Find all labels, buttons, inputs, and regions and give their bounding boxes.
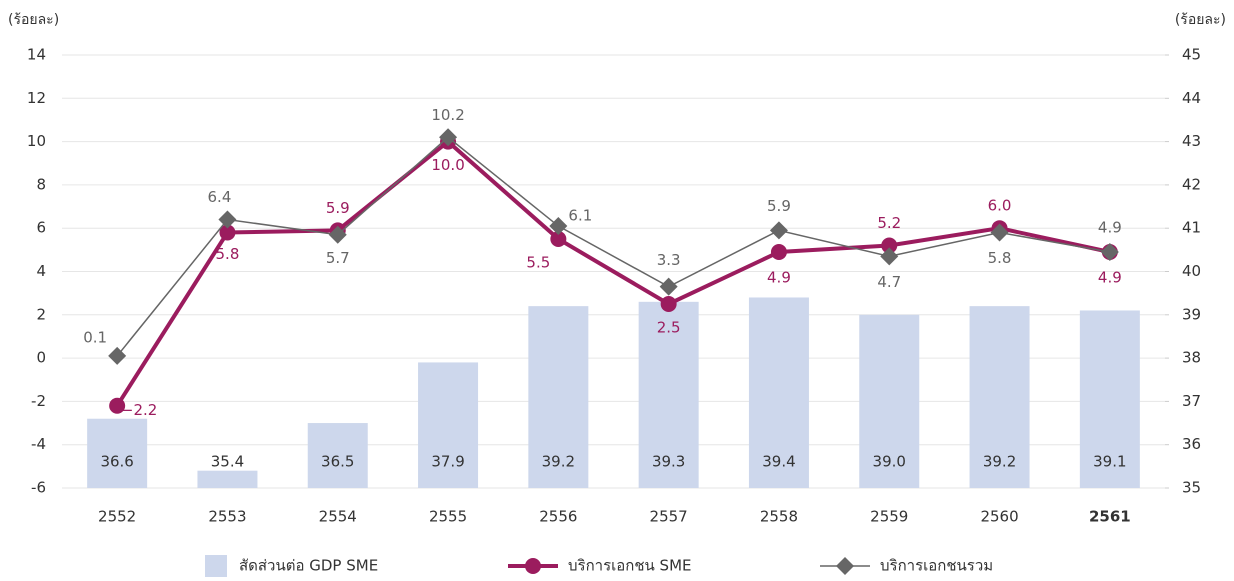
bar-value-label: 39.0 bbox=[873, 453, 906, 471]
line-marker bbox=[770, 244, 787, 261]
line-marker bbox=[108, 346, 127, 365]
y-tick-label: -2 bbox=[31, 392, 46, 410]
bar-value-label: 39.3 bbox=[652, 453, 685, 471]
bar-value-label: 36.6 bbox=[100, 453, 133, 471]
line-marker bbox=[660, 295, 677, 312]
line-value-label: 6.4 bbox=[208, 188, 232, 206]
line-marker bbox=[219, 224, 236, 241]
line bbox=[116, 136, 1110, 357]
y-tick-label: 8 bbox=[36, 175, 46, 193]
y-tick-label: 2 bbox=[36, 305, 46, 323]
y2-tick-label: 35 bbox=[1182, 479, 1201, 497]
bar bbox=[1079, 310, 1140, 488]
bar-value-label: 35.4 bbox=[211, 453, 244, 471]
x-tick-label: 2556 bbox=[539, 508, 577, 526]
legend-label: สัดส่วนต่อ GDP SME bbox=[239, 557, 378, 575]
line-value-label: 5.7 bbox=[326, 249, 350, 267]
y-tick-label: 14 bbox=[27, 46, 46, 64]
y2-tick-label: 39 bbox=[1182, 305, 1201, 323]
line-marker bbox=[881, 237, 898, 254]
bar-value-label: 36.5 bbox=[321, 453, 354, 471]
line-marker bbox=[990, 223, 1009, 242]
bar bbox=[969, 306, 1030, 488]
line-value-label: 6.0 bbox=[988, 197, 1012, 215]
line-marker bbox=[218, 210, 237, 229]
y2-tick-label: 36 bbox=[1182, 435, 1201, 453]
y2-tick-label: 38 bbox=[1182, 349, 1201, 367]
line-value-label: 0.1 bbox=[83, 328, 107, 346]
x-tick-label: 2552 bbox=[98, 508, 136, 526]
bar-value-label: 39.4 bbox=[762, 453, 795, 471]
legend-marker bbox=[836, 557, 854, 575]
line-value-label: 10.2 bbox=[431, 106, 464, 124]
y2-tick-label: 44 bbox=[1182, 89, 1201, 107]
line-value-label: 5.5 bbox=[526, 254, 550, 272]
y2-tick-label: 37 bbox=[1182, 392, 1201, 410]
legend-marker bbox=[525, 558, 541, 574]
y2-tick-label: 45 bbox=[1182, 46, 1201, 64]
line-value-label: 4.9 bbox=[1098, 269, 1122, 287]
line-marker bbox=[659, 277, 678, 296]
line-value-label: 5.8 bbox=[216, 245, 240, 263]
line-marker bbox=[109, 397, 126, 414]
x-tick-label: 2560 bbox=[980, 508, 1018, 526]
bar-value-label: 39.2 bbox=[542, 453, 575, 471]
x-tick-label: 2554 bbox=[319, 508, 357, 526]
y-tick-label: 10 bbox=[27, 132, 46, 150]
bar bbox=[748, 297, 809, 488]
line-marker bbox=[1100, 243, 1119, 262]
line-value-label: 4.9 bbox=[767, 269, 791, 287]
bar bbox=[197, 470, 258, 488]
bar-value-label: 39.1 bbox=[1093, 453, 1126, 471]
y2-axis-label: (ร้อยละ) bbox=[1175, 12, 1226, 28]
line-marker bbox=[328, 225, 347, 244]
line-marker bbox=[549, 217, 568, 236]
line-value-label: 3.3 bbox=[657, 251, 681, 269]
line-value-label: 4.7 bbox=[877, 273, 901, 291]
line-marker bbox=[880, 247, 899, 266]
y-axis-label: (ร้อยละ) bbox=[8, 12, 59, 28]
bar-value-label: 37.9 bbox=[431, 453, 464, 471]
legend-label: บริการเอกชน SME bbox=[568, 557, 692, 575]
x-tick-label: 2561 bbox=[1089, 508, 1131, 526]
x-tick-label: 2559 bbox=[870, 508, 908, 526]
y2-tick-label: 41 bbox=[1182, 219, 1201, 237]
y-tick-label: 4 bbox=[36, 262, 46, 280]
line-value-label: 10.0 bbox=[431, 156, 464, 174]
y2-tick-label: 43 bbox=[1182, 132, 1201, 150]
line-value-label: −2.2 bbox=[121, 401, 157, 419]
bar bbox=[528, 306, 589, 488]
y-tick-label: 6 bbox=[36, 219, 46, 237]
legend-label: บริการเอกชนรวม bbox=[880, 557, 993, 575]
bar bbox=[638, 301, 699, 488]
line bbox=[115, 138, 1111, 407]
x-tick-label: 2555 bbox=[429, 508, 467, 526]
line-value-label: 5.8 bbox=[988, 249, 1012, 267]
line-value-label: 5.9 bbox=[767, 197, 791, 215]
x-tick-label: 2553 bbox=[208, 508, 246, 526]
bar-value-label: 39.2 bbox=[983, 453, 1016, 471]
line-value-label: 5.9 bbox=[326, 199, 350, 217]
bar bbox=[87, 418, 148, 488]
y2-tick-label: 42 bbox=[1182, 175, 1201, 193]
y-tick-label: -6 bbox=[31, 479, 46, 497]
bar bbox=[859, 314, 920, 488]
x-tick-label: 2557 bbox=[650, 508, 688, 526]
line-value-label: 5.2 bbox=[877, 214, 901, 232]
line-value-label: 2.5 bbox=[657, 318, 681, 336]
bar bbox=[307, 423, 368, 488]
y-tick-label: 0 bbox=[36, 349, 46, 367]
legend-swatch bbox=[205, 555, 227, 577]
line-marker bbox=[439, 128, 458, 147]
line-marker bbox=[769, 221, 788, 240]
y-tick-label: -4 bbox=[31, 435, 46, 453]
bar bbox=[418, 362, 479, 488]
line-value-label: 6.1 bbox=[568, 207, 592, 225]
y2-tick-label: 40 bbox=[1182, 262, 1201, 280]
y-tick-label: 12 bbox=[27, 89, 46, 107]
line-marker bbox=[550, 231, 567, 248]
line-value-label: 4.9 bbox=[1098, 219, 1122, 237]
x-tick-label: 2558 bbox=[760, 508, 798, 526]
